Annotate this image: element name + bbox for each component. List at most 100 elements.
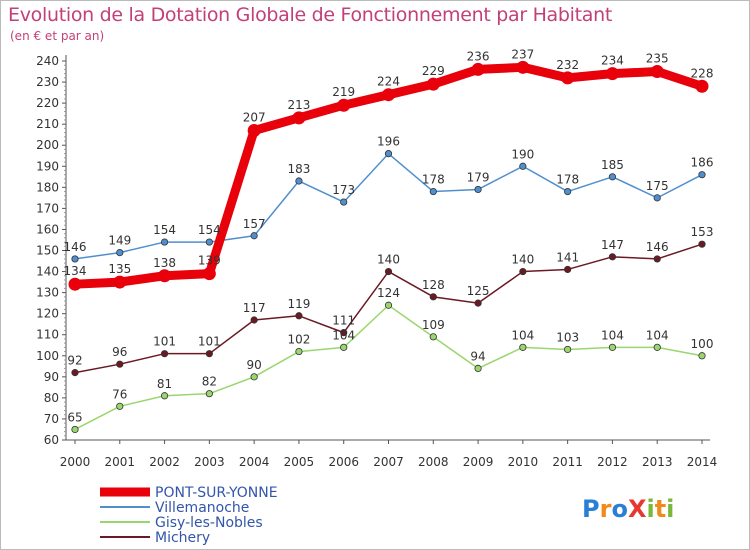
data-point bbox=[516, 60, 530, 74]
data-label: 90 bbox=[247, 358, 262, 372]
data-label: 236 bbox=[467, 49, 490, 63]
data-label: 128 bbox=[422, 278, 445, 292]
chart-subtitle: (en € et par an) bbox=[10, 29, 105, 43]
y-tick-label: 210 bbox=[36, 117, 59, 131]
y-tick-label: 160 bbox=[36, 222, 59, 236]
data-point bbox=[474, 185, 482, 194]
data-label: 173 bbox=[332, 183, 355, 197]
data-point bbox=[250, 316, 258, 324]
data-label: 183 bbox=[287, 162, 310, 176]
data-point bbox=[519, 162, 527, 170]
y-tick-label: 60 bbox=[44, 433, 59, 447]
data-point bbox=[653, 343, 661, 351]
data-label: 147 bbox=[601, 238, 624, 252]
data-point bbox=[650, 65, 664, 79]
data-label: 228 bbox=[691, 66, 714, 80]
data-point bbox=[205, 238, 213, 246]
data-point bbox=[68, 277, 82, 291]
data-label: 139 bbox=[198, 254, 221, 268]
x-tick-label: 2001 bbox=[105, 455, 136, 469]
brand-letter: X bbox=[628, 495, 647, 523]
y-tick-label: 110 bbox=[36, 328, 59, 342]
y-tick-label: 200 bbox=[36, 138, 59, 152]
y-tick-label: 70 bbox=[44, 412, 59, 426]
data-point bbox=[471, 62, 485, 76]
data-point bbox=[295, 177, 303, 185]
data-point bbox=[608, 173, 617, 181]
y-tick-label: 100 bbox=[36, 349, 59, 363]
y-tick-label: 130 bbox=[36, 286, 59, 300]
data-label: 100 bbox=[691, 337, 714, 351]
y-tick-label: 220 bbox=[36, 96, 59, 110]
series-villemanoche bbox=[71, 150, 706, 263]
x-tick-label: 2004 bbox=[239, 455, 270, 469]
data-point bbox=[429, 187, 437, 196]
data-point bbox=[653, 194, 661, 202]
data-point bbox=[292, 111, 306, 125]
data-label: 119 bbox=[287, 297, 310, 311]
data-point bbox=[698, 352, 706, 360]
series-gisy-les-nobles bbox=[71, 301, 706, 434]
x-tick-label: 2003 bbox=[194, 455, 225, 469]
series-pont-sur-yonne bbox=[68, 60, 709, 291]
data-point bbox=[71, 369, 79, 377]
data-point bbox=[519, 343, 527, 351]
x-tick-label: 2010 bbox=[508, 455, 539, 469]
data-point bbox=[608, 343, 617, 351]
x-tick-label: 2008 bbox=[418, 455, 449, 469]
data-label: 140 bbox=[511, 253, 534, 267]
data-label: 178 bbox=[422, 173, 445, 187]
y-tick-label: 170 bbox=[36, 201, 59, 215]
data-label: 96 bbox=[112, 345, 127, 359]
data-point bbox=[71, 255, 79, 263]
data-label: 196 bbox=[377, 135, 400, 149]
data-point bbox=[426, 77, 440, 91]
data-point bbox=[340, 198, 348, 206]
data-point bbox=[337, 98, 351, 112]
data-label: 154 bbox=[198, 223, 221, 237]
x-tick-label: 2014 bbox=[687, 455, 718, 469]
legend-label: Michery bbox=[155, 530, 210, 546]
y-tick-label: 80 bbox=[44, 391, 59, 405]
data-label: 125 bbox=[467, 284, 490, 298]
data-label: 135 bbox=[108, 262, 131, 276]
data-point bbox=[113, 275, 127, 289]
data-point bbox=[561, 71, 575, 85]
x-tick-label: 2011 bbox=[552, 455, 583, 469]
data-label: 154 bbox=[153, 223, 176, 237]
data-point bbox=[160, 238, 169, 246]
y-tick-label: 240 bbox=[36, 54, 59, 68]
data-point bbox=[698, 240, 706, 248]
data-point bbox=[116, 360, 124, 368]
y-tick-label: 180 bbox=[36, 180, 59, 194]
data-point bbox=[340, 343, 348, 351]
data-point bbox=[295, 347, 303, 356]
data-label: 94 bbox=[470, 349, 485, 363]
data-label: 229 bbox=[422, 64, 445, 78]
data-label: 124 bbox=[377, 286, 400, 300]
data-label: 149 bbox=[108, 234, 131, 248]
data-label: 224 bbox=[377, 75, 400, 89]
data-label: 186 bbox=[691, 156, 714, 170]
legend-label: Villemanoche bbox=[155, 500, 249, 516]
data-label: 185 bbox=[601, 158, 624, 172]
data-point bbox=[71, 425, 79, 434]
data-label: 134 bbox=[64, 264, 87, 278]
data-label: 117 bbox=[243, 301, 266, 315]
data-point bbox=[250, 373, 258, 381]
brand-logo: ProXiti bbox=[582, 495, 674, 523]
data-label: 101 bbox=[198, 335, 221, 349]
data-point bbox=[160, 392, 169, 400]
y-tick-label: 90 bbox=[44, 370, 59, 384]
data-point bbox=[205, 350, 213, 358]
data-point bbox=[116, 249, 124, 257]
data-label: 104 bbox=[332, 328, 355, 342]
data-point bbox=[564, 345, 572, 354]
data-point bbox=[382, 88, 395, 102]
x-tick-label: 2000 bbox=[60, 455, 91, 469]
data-point bbox=[519, 267, 527, 276]
data-label: 235 bbox=[646, 52, 669, 66]
data-point bbox=[158, 269, 172, 283]
